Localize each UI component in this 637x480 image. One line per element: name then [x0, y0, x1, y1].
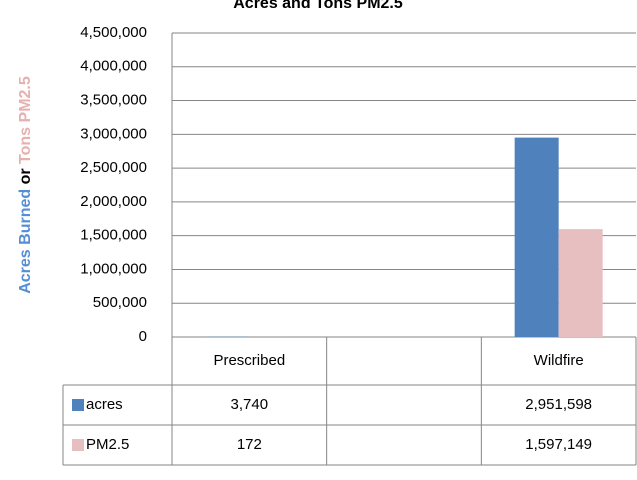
- table-value: 172: [237, 436, 262, 453]
- legend-label: acres: [86, 396, 123, 413]
- y-axis-label-part: Acres Burned: [17, 189, 34, 294]
- y-axis-label: Acres Burned or Tons PM2.5: [17, 76, 34, 294]
- y-tick-label: 0: [139, 328, 147, 345]
- y-tick-label: 500,000: [93, 294, 147, 311]
- y-tick-label: 4,500,000: [80, 24, 147, 41]
- y-tick-label: 1,000,000: [80, 260, 147, 277]
- bar: [558, 229, 603, 337]
- table-value: 2,951,598: [525, 396, 592, 413]
- y-tick-label: 2,000,000: [80, 193, 147, 210]
- y-tick-label: 3,000,000: [80, 125, 147, 142]
- y-tick-label: 2,500,000: [80, 159, 147, 176]
- legend-key: [72, 439, 84, 451]
- legend-label: PM2.5: [86, 436, 129, 453]
- table-value: 1,597,149: [525, 436, 592, 453]
- y-axis-label-part: or: [17, 164, 34, 189]
- table-value: 3,740: [231, 396, 269, 413]
- bar: [514, 137, 559, 337]
- y-axis-label-part: Tons PM2.5: [17, 76, 34, 164]
- y-tick-label: 1,500,000: [80, 227, 147, 244]
- y-tick-label: 4,000,000: [80, 58, 147, 75]
- x-tick-label: Wildfire: [534, 352, 584, 369]
- legend-key: [72, 399, 84, 411]
- chart-title: Acres and Tons PM2.5: [233, 0, 403, 12]
- x-tick-label: Prescribed: [213, 352, 285, 369]
- y-tick-label: 3,500,000: [80, 92, 147, 109]
